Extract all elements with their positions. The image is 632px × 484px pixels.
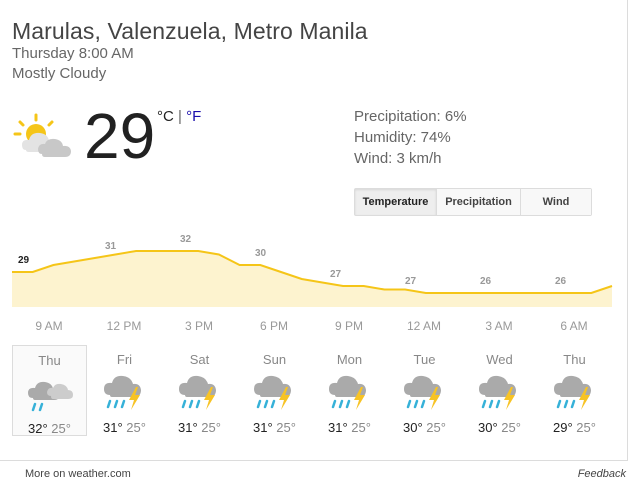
forecast-high: 30° xyxy=(403,420,423,435)
forecast-day-name: Tue xyxy=(413,352,436,367)
forecast-high: 32° xyxy=(28,421,48,436)
thunderstorm-icon xyxy=(162,373,237,418)
forecast-low: 25° xyxy=(572,420,596,435)
time-tick: 9 PM xyxy=(335,319,363,333)
wind-text: Wind: 3 km/h xyxy=(354,150,442,167)
condition: Mostly Cloudy xyxy=(12,65,107,82)
forecast-day[interactable]: Sat 31° 25° xyxy=(162,345,237,436)
footer: More on weather.com Feedback xyxy=(0,460,632,484)
forecast-day[interactable]: Mon 31° 25° xyxy=(312,345,387,436)
forecast-temps: 31° 25° xyxy=(87,420,162,435)
fahrenheit-link[interactable]: °F xyxy=(186,108,202,125)
forecast-high: 30° xyxy=(478,420,498,435)
temperature-label: 26 xyxy=(555,276,567,287)
forecast-high: 31° xyxy=(103,420,123,435)
forecast-day[interactable]: Wed 30° 25° xyxy=(462,345,537,436)
forecast-day-name: Mon xyxy=(336,352,363,367)
temperature-label: 29 xyxy=(18,255,30,266)
forecast-temps: 32° 25° xyxy=(13,421,86,436)
datetime: Thursday 8:00 AM xyxy=(12,45,134,62)
time-tick: 3 AM xyxy=(485,319,512,333)
temperature-chart[interactable]: 29 31 32 30 27 27 26 26 9 AM 12 PM 3 PM 6 PM 9 PM 12 … xyxy=(0,222,627,342)
weather-details: Precipitation: 6% Humidity: 74% Wind: 3 … xyxy=(354,106,467,169)
thunderstorm-icon xyxy=(537,373,612,418)
celsius-link[interactable]: °C xyxy=(157,108,174,125)
forecast-day[interactable]: Thu 29° 25° xyxy=(537,345,612,436)
temperature-area xyxy=(12,251,612,307)
location-title: Marulas, Valenzuela, Metro Manila xyxy=(12,18,368,44)
temperature-label: 30 xyxy=(255,248,267,259)
forecast-low: 25° xyxy=(497,420,521,435)
forecast-temps: 30° 25° xyxy=(387,420,462,435)
current-temperature: 29 xyxy=(84,100,156,172)
forecast-low: 25° xyxy=(272,420,296,435)
forecast-temps: 31° 25° xyxy=(162,420,237,435)
forecast-day-name: Thu xyxy=(38,353,61,368)
forecast-low: 25° xyxy=(47,421,71,436)
time-tick: 9 AM xyxy=(35,319,62,333)
forecast-high: 29° xyxy=(553,420,573,435)
temperature-label: 32 xyxy=(180,234,192,245)
unit-toggle: °C | °F xyxy=(157,108,201,125)
more-weather-link[interactable]: More on weather.com xyxy=(25,468,131,480)
precipitation-text: Precipitation: 6% xyxy=(354,108,467,125)
time-tick: 6 PM xyxy=(260,319,288,333)
forecast-day-name: Wed xyxy=(486,352,513,367)
temperature-label: 31 xyxy=(105,241,117,252)
time-tick: 12 PM xyxy=(107,319,142,333)
forecast-high: 31° xyxy=(178,420,198,435)
time-tick: 6 AM xyxy=(560,319,587,333)
chart-tabs: Temperature Precipitation Wind xyxy=(354,188,592,216)
thunderstorm-icon xyxy=(387,373,462,418)
forecast-high: 31° xyxy=(328,420,348,435)
forecast-temps: 30° 25° xyxy=(462,420,537,435)
forecast-temps: 29° 25° xyxy=(537,420,612,435)
tab-wind[interactable]: Wind xyxy=(521,189,591,215)
thunderstorm-icon xyxy=(87,373,162,418)
forecast-low: 25° xyxy=(197,420,221,435)
forecast-temps: 31° 25° xyxy=(237,420,312,435)
forecast-day[interactable]: Thu 32° 25° xyxy=(12,345,87,436)
thunderstorm-icon xyxy=(237,373,312,418)
partly-cloudy-icon xyxy=(13,113,71,157)
forecast-day-name: Sat xyxy=(189,352,210,367)
temperature-label: 27 xyxy=(405,276,417,287)
forecast-day-name: Thu xyxy=(563,352,586,367)
unit-separator: | xyxy=(178,108,182,125)
weather-card: Marulas, Valenzuela, Metro Manila Thursd… xyxy=(0,0,628,461)
thunderstorm-icon xyxy=(312,373,387,418)
thunderstorm-icon xyxy=(462,373,537,418)
partly-cloudy-icon xyxy=(13,374,86,419)
feedback-link[interactable]: Feedback xyxy=(577,468,626,480)
daily-forecast: Thu 32° 25° Fri 31° 25° Sat 31° 25° Sun 31° 25°… xyxy=(12,345,612,436)
humidity-text: Humidity: 74% xyxy=(354,129,451,146)
forecast-low: 25° xyxy=(422,420,446,435)
forecast-temps: 31° 25° xyxy=(312,420,387,435)
time-tick: 12 AM xyxy=(407,319,441,333)
forecast-day[interactable]: Fri 31° 25° xyxy=(87,345,162,436)
tab-temperature[interactable]: Temperature xyxy=(355,189,437,215)
forecast-day-name: Fri xyxy=(116,352,133,367)
temperature-line xyxy=(12,250,613,294)
forecast-high: 31° xyxy=(253,420,273,435)
time-tick: 3 PM xyxy=(185,319,213,333)
forecast-low: 25° xyxy=(122,420,146,435)
temperature-label: 27 xyxy=(330,269,342,280)
forecast-day[interactable]: Sun 31° 25° xyxy=(237,345,312,436)
temperature-label: 26 xyxy=(480,276,492,287)
tab-precipitation[interactable]: Precipitation xyxy=(437,189,521,215)
forecast-day[interactable]: Tue 30° 25° xyxy=(387,345,462,436)
forecast-low: 25° xyxy=(347,420,371,435)
forecast-day-name: Sun xyxy=(262,352,287,367)
